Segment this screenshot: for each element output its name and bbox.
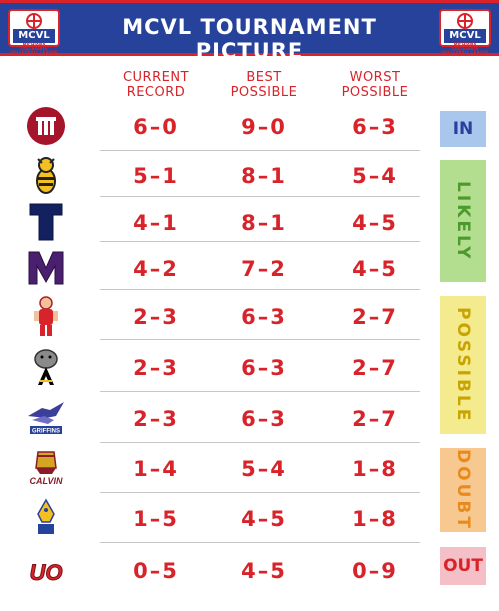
table-row: 2–3 6–3 2–7	[0, 294, 499, 338]
uo-logo-icon: UO	[24, 548, 68, 592]
calvin-text: CALVIN	[29, 476, 63, 486]
volleyball-icon	[457, 13, 473, 29]
status-doubt: DOUBT	[440, 448, 486, 532]
current-record-cell: 4–1	[133, 211, 179, 235]
best-record-cell: 6–3	[241, 407, 287, 431]
column-header-current: CURRENT RECORD	[101, 70, 211, 100]
status-label: IN	[452, 119, 474, 139]
uo-text: UO	[30, 560, 63, 585]
column-header-best: BEST POSSIBLE	[209, 70, 319, 100]
bulldog-logo-icon	[24, 345, 68, 389]
best-record-cell: 4–5	[241, 559, 287, 583]
worst-record-cell: 2–7	[352, 407, 398, 431]
column-header-line: WORST	[349, 70, 401, 85]
logo-subtext: MICHIANA COLLEGIATE VOLLEYBALL LEAGUE	[10, 42, 58, 55]
column-header-line: RECORD	[126, 85, 186, 100]
column-header-line: CURRENT	[122, 70, 190, 85]
worst-record-cell: 5–4	[352, 164, 398, 188]
trine-logo-icon	[24, 104, 68, 148]
worst-record-cell: 4–5	[352, 211, 398, 235]
row-divider	[100, 241, 420, 242]
row-divider	[100, 442, 420, 443]
current-record-cell: 5–1	[133, 164, 179, 188]
status-label: LIKELY	[453, 180, 473, 262]
status-possible: POSSIBLE	[440, 296, 486, 434]
table-row: GRIFFINS 2–3 6–3 2–7	[0, 396, 499, 440]
worst-record-cell: 2–7	[352, 356, 398, 380]
t-logo-icon	[24, 200, 68, 244]
table-row: 1–5 4–5 1–8	[0, 496, 499, 540]
current-record-cell: 4–2	[133, 257, 179, 281]
mcvl-logo-left: MCVL MICHIANA COLLEGIATE VOLLEYBALL LEAG…	[8, 9, 60, 55]
row-divider	[100, 492, 420, 493]
calvin-logo-icon: CALVIN	[24, 446, 68, 490]
logo-brand-text: MCVL	[13, 29, 55, 43]
m-logo-icon	[24, 246, 68, 290]
column-header-line: POSSIBLE	[230, 85, 298, 100]
current-record-cell: 2–3	[133, 407, 179, 431]
griffins-logo-icon: GRIFFINS	[24, 396, 68, 440]
row-divider	[100, 391, 420, 392]
row-divider	[100, 289, 420, 290]
row-divider	[100, 196, 420, 197]
row-divider	[100, 150, 420, 151]
table-row: 4–2 7–2 4–5	[0, 246, 499, 290]
current-record-cell: 2–3	[133, 305, 179, 329]
header-banner: MCVL MICHIANA COLLEGIATE VOLLEYBALL LEAG…	[0, 0, 499, 63]
worst-record-cell: 4–5	[352, 257, 398, 281]
current-record-cell: 0–5	[133, 559, 179, 583]
table-row: UO 0–5 4–5 0–9	[0, 548, 499, 592]
hornet-logo-icon	[24, 153, 68, 197]
current-record-cell: 2–3	[133, 356, 179, 380]
row-divider	[100, 542, 420, 543]
worst-record-cell: 2–7	[352, 305, 398, 329]
worst-record-cell: 0–9	[352, 559, 398, 583]
volleyball-icon	[26, 13, 42, 29]
logo-subtext: MICHIANA COLLEGIATE VOLLEYBALL LEAGUE	[441, 42, 489, 55]
table-row: 6–0 9–0 6–3	[0, 104, 499, 148]
worst-record-cell: 6–3	[352, 115, 398, 139]
table-row: 4–1 8–1 4–5	[0, 200, 499, 244]
current-record-cell: 6–0	[133, 115, 179, 139]
best-record-cell: 8–1	[241, 164, 287, 188]
bird-logo-icon	[24, 496, 68, 540]
table-row: CALVIN 1–4 5–4 1–8	[0, 446, 499, 490]
row-divider	[100, 339, 420, 340]
mascot-logo-icon	[24, 294, 68, 338]
best-record-cell: 4–5	[241, 507, 287, 531]
table-row: 5–1 8–1 5–4	[0, 153, 499, 197]
worst-record-cell: 1–8	[352, 457, 398, 481]
current-record-cell: 1–5	[133, 507, 179, 531]
best-record-cell: 7–2	[241, 257, 287, 281]
status-label: DOUBT	[453, 449, 473, 531]
column-header-line: POSSIBLE	[341, 85, 409, 100]
status-in: IN	[440, 111, 486, 147]
page-title: MCVL TOURNAMENT PICTURE	[122, 15, 377, 63]
best-record-cell: 6–3	[241, 356, 287, 380]
mcvl-logo-right: MCVL MICHIANA COLLEGIATE VOLLEYBALL LEAG…	[439, 9, 491, 55]
status-out: OUT	[440, 547, 486, 585]
table-row: 2–3 6–3 2–7	[0, 345, 499, 389]
status-likely: LIKELY	[440, 160, 486, 282]
best-record-cell: 8–1	[241, 211, 287, 235]
best-record-cell: 6–3	[241, 305, 287, 329]
column-header-worst: WORST POSSIBLE	[320, 70, 430, 100]
worst-record-cell: 1–8	[352, 507, 398, 531]
best-record-cell: 9–0	[241, 115, 287, 139]
griffins-text: GRIFFINS	[32, 429, 60, 435]
best-record-cell: 5–4	[241, 457, 287, 481]
status-label: OUT	[443, 556, 483, 576]
logo-brand-text: MCVL	[444, 29, 486, 43]
column-header-line: BEST	[246, 70, 282, 85]
current-record-cell: 1–4	[133, 457, 179, 481]
status-label: POSSIBLE	[453, 306, 473, 424]
